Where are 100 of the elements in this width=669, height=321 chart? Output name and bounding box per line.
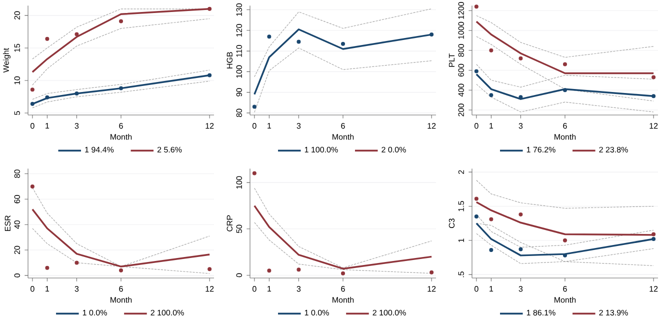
x-tick-label: 3 xyxy=(74,286,79,292)
x-tick-label: 6 xyxy=(119,286,123,292)
x-tick-label: 3 xyxy=(296,286,301,292)
legend-label: 1 94.4% xyxy=(85,146,114,152)
line-series xyxy=(476,180,654,209)
legend-label: 1 86.1% xyxy=(526,310,556,316)
point xyxy=(489,93,494,98)
legend-label: 2 13.9% xyxy=(599,310,628,316)
y-tick-label: 20 xyxy=(14,11,20,20)
x-tick-label: 0 xyxy=(252,286,256,292)
line-series xyxy=(32,70,210,100)
point xyxy=(119,19,124,24)
x-tick-label: 3 xyxy=(74,123,79,129)
x-tick-label: 12 xyxy=(428,286,436,292)
x-tick-label: 6 xyxy=(341,286,345,292)
y-tick-label: 0 xyxy=(236,273,242,278)
y-axis-title: PLT xyxy=(448,53,454,67)
point xyxy=(562,253,567,258)
x-tick-label: 1 xyxy=(268,123,272,129)
legend-label: 2 100.0% xyxy=(372,310,406,316)
point xyxy=(340,271,345,276)
y-tick-label: 5 xyxy=(14,111,20,115)
point xyxy=(474,214,478,218)
point xyxy=(518,56,523,60)
y-tick-label: 1200 xyxy=(458,2,464,19)
point xyxy=(252,104,256,109)
x-axis-title: Month xyxy=(332,296,354,303)
point xyxy=(430,32,434,37)
x-axis-title: Month xyxy=(554,296,576,303)
x-axis-title: Month xyxy=(554,134,576,140)
x-tick-label: 1 xyxy=(268,286,272,292)
y-tick-label: 130 xyxy=(236,3,242,16)
point xyxy=(74,32,79,36)
y-tick-label: 2 xyxy=(458,170,464,174)
point xyxy=(252,171,256,176)
x-tick-label: 1 xyxy=(490,286,494,292)
line-series xyxy=(476,36,654,102)
point xyxy=(119,268,124,272)
x-tick-label: 0 xyxy=(30,123,34,129)
y-tick-label: 110 xyxy=(236,44,242,57)
point xyxy=(562,62,567,66)
point xyxy=(296,40,301,44)
x-axis-title: Month xyxy=(110,134,132,140)
x-tick-label: 6 xyxy=(341,123,345,129)
y-axis-title: C3 xyxy=(448,218,455,228)
y-axis-title: Weight xyxy=(3,48,10,73)
y-tick-label: 1000 xyxy=(458,22,464,39)
legend-label: 1 100.0% xyxy=(304,146,338,152)
y-tick-label: 100 xyxy=(236,176,242,189)
legend-label: 1 0.0% xyxy=(304,310,329,316)
point xyxy=(652,75,656,80)
point xyxy=(45,95,50,100)
point xyxy=(30,88,34,92)
x-tick-label: 0 xyxy=(252,123,256,129)
line-series xyxy=(254,204,432,270)
x-tick-label: 12 xyxy=(428,123,436,129)
y-tick-label: 0 xyxy=(14,274,20,278)
x-tick-label: 0 xyxy=(474,286,478,292)
point xyxy=(489,217,494,222)
point xyxy=(208,73,212,78)
x-tick-label: 1 xyxy=(46,123,50,129)
line-series xyxy=(476,15,654,58)
y-tick-label: 1.5 xyxy=(458,201,464,212)
y-tick-label: 80 xyxy=(14,170,20,178)
y-tick-label: 60 xyxy=(14,195,20,204)
point xyxy=(30,102,34,106)
y-axis-title: HGB xyxy=(226,52,232,68)
legend-label: 2 23.8% xyxy=(599,146,628,152)
point xyxy=(474,69,478,74)
point xyxy=(489,248,494,252)
point xyxy=(652,94,656,98)
point xyxy=(474,4,478,9)
y-tick-label: 40 xyxy=(14,220,20,229)
x-tick-label: 1 xyxy=(490,123,494,129)
point xyxy=(518,247,523,252)
y-tick-label: 100 xyxy=(236,65,242,78)
line-series xyxy=(32,80,210,108)
legend-label: 2 5.6% xyxy=(157,146,182,152)
y-axis-title: ESR xyxy=(4,215,10,231)
line-series xyxy=(476,84,654,112)
point xyxy=(340,42,345,46)
x-tick-label: 0 xyxy=(474,123,478,129)
y-tick-label: 1 xyxy=(458,238,464,242)
point xyxy=(45,36,50,41)
point xyxy=(518,212,523,216)
line-series xyxy=(32,18,210,86)
x-tick-label: 0 xyxy=(30,286,34,292)
y-tick-label: .5 xyxy=(458,272,464,278)
line-series xyxy=(254,48,432,113)
x-tick-label: 12 xyxy=(650,286,658,292)
y-tick-label: 90 xyxy=(236,88,242,96)
y-tick-label: 200 xyxy=(458,104,464,116)
y-tick-label: 15 xyxy=(14,44,20,52)
x-tick-label: 6 xyxy=(563,286,567,292)
point xyxy=(474,196,478,201)
x-tick-label: 6 xyxy=(563,123,567,129)
y-tick-label: 10 xyxy=(14,76,20,84)
point xyxy=(430,270,434,274)
point xyxy=(208,267,212,272)
point xyxy=(652,237,656,242)
